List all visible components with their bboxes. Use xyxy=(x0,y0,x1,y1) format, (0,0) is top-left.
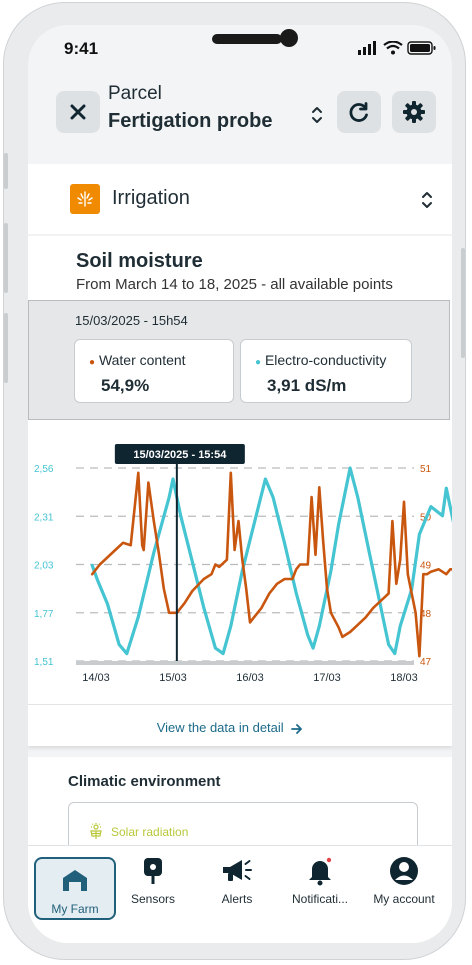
status-time: 9:41 xyxy=(64,39,99,58)
selected-point-panel: 15/03/2025 - 15h54 ● Water content 54,9%… xyxy=(28,300,450,420)
y-left-tick-label: 2,31 xyxy=(34,512,54,523)
electro-conductivity-chip: ● Electro-conductivity 3,91 dS/m xyxy=(240,339,412,403)
soil-moisture-card: Soil moisture From March 14 to 18, 2025 … xyxy=(28,236,452,746)
divider xyxy=(28,704,452,705)
x-tick-label: 17/03 xyxy=(313,672,341,684)
water-content-value: 54,9% xyxy=(101,376,150,395)
status-icons xyxy=(358,41,436,55)
tooltip-box xyxy=(114,444,245,464)
refresh-button[interactable] xyxy=(337,91,381,133)
nav-sensors[interactable]: Sensors xyxy=(120,856,186,922)
electro-conductivity-line xyxy=(90,466,452,656)
header: Parcel Fertigation probe xyxy=(28,75,452,163)
volume-down-button xyxy=(4,313,8,383)
tooltip-text: 15/03/2025 - 15:54 xyxy=(133,449,227,461)
y-left-tick-label: 1,77 xyxy=(34,609,54,620)
bottom-nav: My Farm Sensors Alerts Notificati... My … xyxy=(28,845,452,943)
header-title[interactable]: Fertigation probe xyxy=(108,110,273,132)
chevron-updown-icon xyxy=(422,192,432,208)
header-subtitle: Parcel xyxy=(108,83,162,104)
nav-my-account[interactable]: My account xyxy=(368,856,440,922)
electro-conductivity-label: ● Electro-conductivity xyxy=(255,352,387,368)
water-content-label: ● Water content xyxy=(89,352,186,368)
mute-switch xyxy=(4,153,8,189)
screen: 9:41 Parcel Fertigation probe xyxy=(28,25,452,943)
farm-icon xyxy=(63,870,87,891)
water-content-line xyxy=(90,471,452,658)
selected-date: 15/03/2025 - 15h54 xyxy=(75,313,188,328)
nav-my-farm[interactable]: My Farm xyxy=(34,857,116,920)
nav-label: My Farm xyxy=(51,902,99,916)
close-icon xyxy=(70,104,86,120)
climatic-card: Climatic environment Solar radiation xyxy=(28,757,452,882)
y-right-tick-label: 49 xyxy=(420,561,432,572)
megaphone-icon xyxy=(223,860,252,881)
refresh-icon xyxy=(349,102,368,122)
wifi-icon xyxy=(383,41,403,55)
nav-label: Sensors xyxy=(130,892,176,906)
solar-radiation-label: Solar radiation xyxy=(111,825,189,839)
nav-label: My account xyxy=(373,892,435,906)
bell-icon xyxy=(309,857,332,886)
x-tick-label: 14/03 xyxy=(82,672,110,684)
account-icon xyxy=(390,857,418,885)
electro-conductivity-value: 3,91 dS/m xyxy=(267,376,347,395)
view-detail-link[interactable]: View the data in detail xyxy=(28,720,432,735)
signal-icon xyxy=(358,41,376,55)
y-left-tick-label: 1,51 xyxy=(34,657,54,668)
irrigation-icon xyxy=(70,184,100,214)
y-left-tick-label: 2,56 xyxy=(34,464,54,475)
nav-label: Alerts xyxy=(221,892,253,906)
phone-frame: 9:41 Parcel Fertigation probe xyxy=(3,2,466,960)
nav-notifications[interactable]: Notificati... xyxy=(282,856,358,922)
x-tick-label: 18/03 xyxy=(390,672,418,684)
status-bar: 9:41 xyxy=(28,25,452,75)
x-tick-label: 16/03 xyxy=(236,672,264,684)
category-label: Irrigation xyxy=(112,187,190,209)
y-right-tick-label: 51 xyxy=(420,464,432,475)
solar-panel-icon xyxy=(90,823,102,839)
speaker-notch xyxy=(212,34,282,44)
y-right-tick-label: 47 xyxy=(420,657,432,668)
climatic-title: Climatic environment xyxy=(68,773,221,790)
sensor-icon xyxy=(144,858,162,884)
category-selector[interactable]: Irrigation xyxy=(28,164,452,234)
gear-icon xyxy=(403,101,425,123)
soil-moisture-title: Soil moisture xyxy=(76,250,203,272)
y-right-tick-label: 48 xyxy=(420,609,432,620)
front-camera xyxy=(280,29,298,47)
nav-alerts[interactable]: Alerts xyxy=(204,856,270,922)
arrow-right-icon xyxy=(291,723,303,734)
nav-label: Notificati... xyxy=(291,892,348,906)
settings-button[interactable] xyxy=(392,91,436,133)
volume-up-button xyxy=(4,223,8,293)
power-button xyxy=(461,248,465,358)
close-button[interactable] xyxy=(56,91,100,133)
battery-icon xyxy=(407,41,436,55)
chevron-updown-icon[interactable] xyxy=(311,105,323,125)
x-tick-label: 15/03 xyxy=(159,672,187,684)
water-content-chip: ● Water content 54,9% xyxy=(74,339,234,403)
y-left-tick-label: 2,03 xyxy=(34,561,54,572)
soil-moisture-subtitle: From March 14 to 18, 2025 - all availabl… xyxy=(76,276,393,293)
